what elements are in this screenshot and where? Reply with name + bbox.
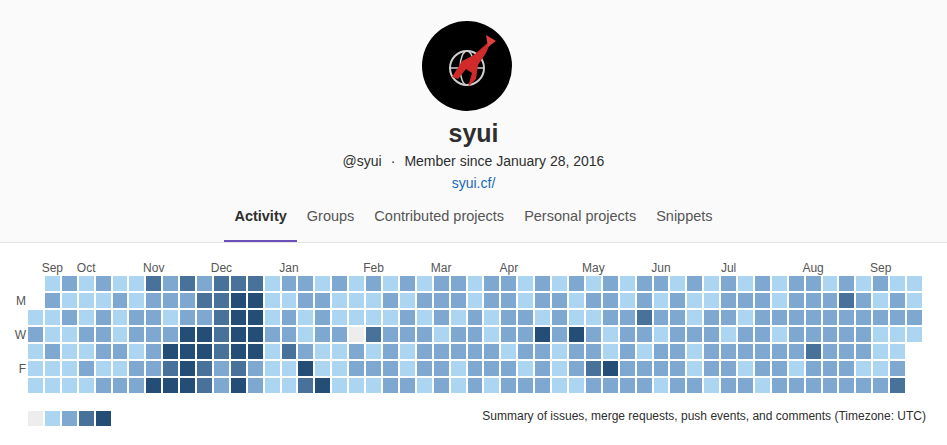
- html-text:Personal projects: Personal projects: [524, 208, 637, 224]
- html-text:Summary of issues, merge reque: Summary of issues, merge requests, push …: [482, 409, 926, 423]
- html-text:Activity: Activity: [234, 208, 287, 224]
- svg-text:Jan: Jan: [279, 261, 298, 275]
- html-text:Groups: Groups: [306, 208, 355, 224]
- svg-text:W: W: [15, 328, 27, 342]
- svg-text:May: May: [582, 261, 605, 275]
- svg-text:Nov: Nov: [143, 261, 164, 275]
- svg-text:Aug: Aug: [802, 261, 823, 275]
- html-text:Member since January 28, 2016: Member since January 28, 2016: [404, 153, 605, 169]
- svg-text:Apr: Apr: [499, 261, 518, 275]
- html-text:syui.cf/: syui.cf/: [451, 175, 496, 191]
- html-text:syui: syui: [448, 119, 499, 147]
- html-text:Snippets: Snippets: [656, 208, 713, 224]
- svg-text:Oct: Oct: [77, 261, 96, 275]
- html-text:Contributed projects: Contributed projects: [374, 208, 505, 224]
- svg-text:F: F: [19, 362, 26, 376]
- svg-text:Sep: Sep: [870, 261, 892, 275]
- svg-text:Jun: Jun: [651, 261, 670, 275]
- svg-text:Mar: Mar: [431, 261, 452, 275]
- svg-text:M: M: [16, 294, 26, 308]
- html-text:@syui: @syui: [342, 153, 382, 169]
- svg-text:Dec: Dec: [211, 261, 232, 275]
- svg-text:Jul: Jul: [721, 261, 736, 275]
- svg-text:Feb: Feb: [363, 261, 384, 275]
- svg-text:Sep: Sep: [42, 261, 64, 275]
